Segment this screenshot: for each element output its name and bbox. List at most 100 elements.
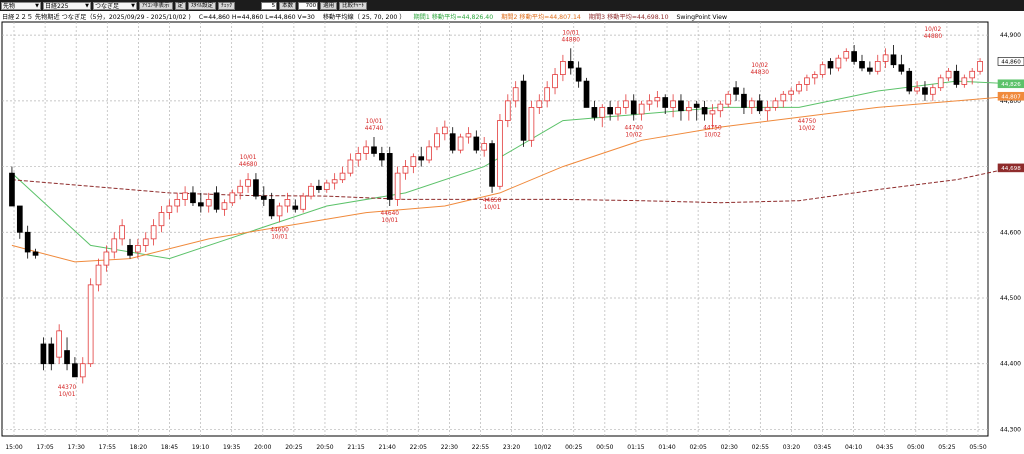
ma3-label: 期間3 移動平均=44,698.10	[588, 14, 669, 21]
x-tick-label: 18:20	[130, 444, 147, 451]
swingpoint-label: SwingPoint View	[676, 14, 728, 21]
candle-up	[347, 159, 354, 174]
x-tick-label: 22:55	[472, 444, 489, 451]
candle-down	[607, 107, 613, 115]
x-tick-label: 01:40	[658, 444, 675, 451]
candle-down	[127, 245, 133, 256]
candle-up	[410, 156, 417, 167]
candle-up	[276, 205, 283, 217]
market-select[interactable]: 先物 ▼	[1, 1, 41, 10]
candle-down	[575, 67, 582, 82]
toolbar-button-2[interactable]: 定	[174, 1, 187, 10]
x-tick-label: 21:40	[379, 444, 396, 451]
candle-down	[741, 93, 747, 108]
candle-up	[87, 284, 94, 365]
candle-up	[772, 100, 779, 108]
swing-date-label: 10/01	[381, 218, 398, 224]
candle-up	[977, 61, 983, 72]
swing-price-label: 44880	[924, 34, 943, 40]
price-tag-label: 44,698	[1001, 166, 1021, 172]
interval-unit-button[interactable]: 本数	[279, 1, 297, 10]
price-tag	[997, 163, 1024, 173]
apply-button[interactable]: 適用	[320, 1, 338, 10]
candle-down	[489, 143, 495, 187]
candle-up	[465, 133, 472, 138]
y-tick-label: 44,400	[1000, 361, 1021, 368]
candle-down	[701, 107, 708, 115]
price-tag-label: 44,826	[1001, 82, 1021, 88]
ma-line-ma200	[11, 167, 1012, 204]
price-tag	[997, 91, 1024, 101]
candle-down	[827, 61, 834, 69]
candle-up	[150, 225, 157, 240]
swing-price-label: 44640	[381, 211, 400, 217]
candle-up	[339, 172, 346, 181]
x-tick-label: 05:00	[907, 444, 924, 451]
candle-down	[32, 251, 39, 256]
interval-input[interactable]: 5	[261, 1, 278, 10]
count-input[interactable]: 700	[298, 1, 319, 10]
candle-down	[898, 64, 905, 72]
compare-chart-button[interactable]: 比較ﾁｬｰﾄ	[339, 1, 368, 10]
candle-up	[229, 192, 236, 204]
x-tick-label: 20:25	[285, 444, 302, 451]
candle-up	[560, 61, 566, 75]
candle-down	[292, 205, 299, 210]
candle-down	[449, 133, 456, 151]
candle-down	[64, 350, 70, 365]
swing-date-label: 10/01	[240, 155, 257, 161]
candle-up	[796, 84, 802, 92]
candle-down	[190, 192, 196, 204]
x-tick-label: 17:55	[99, 444, 116, 451]
price-tag	[997, 79, 1024, 89]
x-tick-label: 00:50	[596, 444, 613, 451]
toolbar-button-4[interactable]: ﾁｪｯｸ	[218, 1, 236, 10]
x-tick-label: 02:05	[689, 444, 706, 451]
candle-down	[371, 146, 377, 154]
candle-up	[874, 61, 881, 72]
candle-up	[536, 100, 543, 108]
swing-date-label: 10/01	[562, 30, 579, 36]
candle-up	[481, 143, 488, 151]
candle-down	[906, 70, 913, 92]
candle-down	[567, 61, 574, 69]
swing-price-label: 44600	[270, 227, 289, 233]
candle-up	[717, 103, 724, 112]
ohlc-label: C=44,860 H=44,860 L=44,860 V=30	[198, 14, 315, 21]
candle-down	[418, 156, 425, 161]
candle-up	[599, 107, 606, 118]
toolbar-button-1[interactable]: ｱｲｺﾝ非表示	[139, 1, 173, 10]
candle-up	[221, 202, 228, 210]
candle-up	[961, 77, 968, 85]
x-tick-label: 20:00	[254, 444, 271, 451]
swing-price-label: 44740	[365, 126, 384, 132]
swing-price-label: 44370	[58, 385, 77, 391]
candle-up	[56, 330, 63, 358]
swing-price-label: 44650	[483, 198, 502, 204]
chart-type-select[interactable]: つなぎ足 ▼	[93, 1, 137, 10]
toolbar-button-3[interactable]: ｽﾀｲﾙ設定	[188, 1, 217, 10]
x-tick-label: 02:30	[721, 444, 738, 451]
candle-down	[72, 363, 78, 378]
index-select[interactable]: 日経225 ▼	[43, 1, 91, 10]
swing-date-label: 10/02	[625, 133, 642, 139]
swing-date-label: 10/02	[751, 63, 768, 69]
candle-up	[119, 225, 125, 240]
candle-down	[662, 97, 669, 108]
candle-up	[945, 70, 952, 79]
ma-line-ma70	[11, 95, 1012, 263]
candle-up	[174, 199, 181, 207]
price-tag	[997, 57, 1024, 66]
candle-down	[693, 103, 700, 108]
candle-up	[638, 103, 645, 115]
y-tick-label: 44,500	[1000, 295, 1021, 302]
candle-down	[379, 153, 385, 161]
candle-up	[135, 245, 141, 253]
candle-up	[843, 51, 850, 59]
y-tick-label: 44,600	[1000, 229, 1021, 236]
candle-up	[103, 251, 110, 266]
symbol-label: 日経２２５ 先物期近 つなぎ足（5分，2025/09/29 - 2025/10/…	[2, 14, 191, 21]
candle-down	[591, 107, 598, 118]
ma2-label: 期間2 移動平均=44,807.14	[501, 14, 581, 21]
